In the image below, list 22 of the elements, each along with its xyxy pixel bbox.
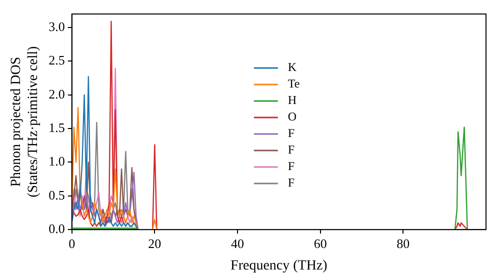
x-tick-label: 60 <box>314 236 327 251</box>
legend-label: O <box>288 110 297 124</box>
y-tick-label: 3.0 <box>48 18 65 34</box>
y-axis-title: Phonon projected DOS (States/THz·primitive cell) <box>9 46 41 198</box>
x-tick-label: 80 <box>396 236 410 251</box>
x-axis-title: Frequency (THz) <box>230 258 328 274</box>
legend-label: H <box>288 93 297 108</box>
y-tick-label: 0.5 <box>48 187 65 202</box>
legend-label: F <box>288 159 295 174</box>
x-tick-label: 40 <box>231 236 244 251</box>
legend-label: K <box>288 60 297 74</box>
y-tick-label: 0.0 <box>48 221 65 236</box>
legend-label: F <box>288 176 295 190</box>
x-tick-label: 20 <box>148 236 162 251</box>
y-tick-label: 1.0 <box>48 154 65 169</box>
x-tick-label: 0 <box>68 236 76 251</box>
legend-label: F <box>288 126 295 140</box>
y-tick-label: 2.5 <box>48 52 65 68</box>
y-tick-label: 2.0 <box>48 86 65 102</box>
legend-label: F <box>288 142 295 157</box>
y-tick-label: 1.5 <box>48 120 65 135</box>
legend-label: Te <box>288 76 300 91</box>
